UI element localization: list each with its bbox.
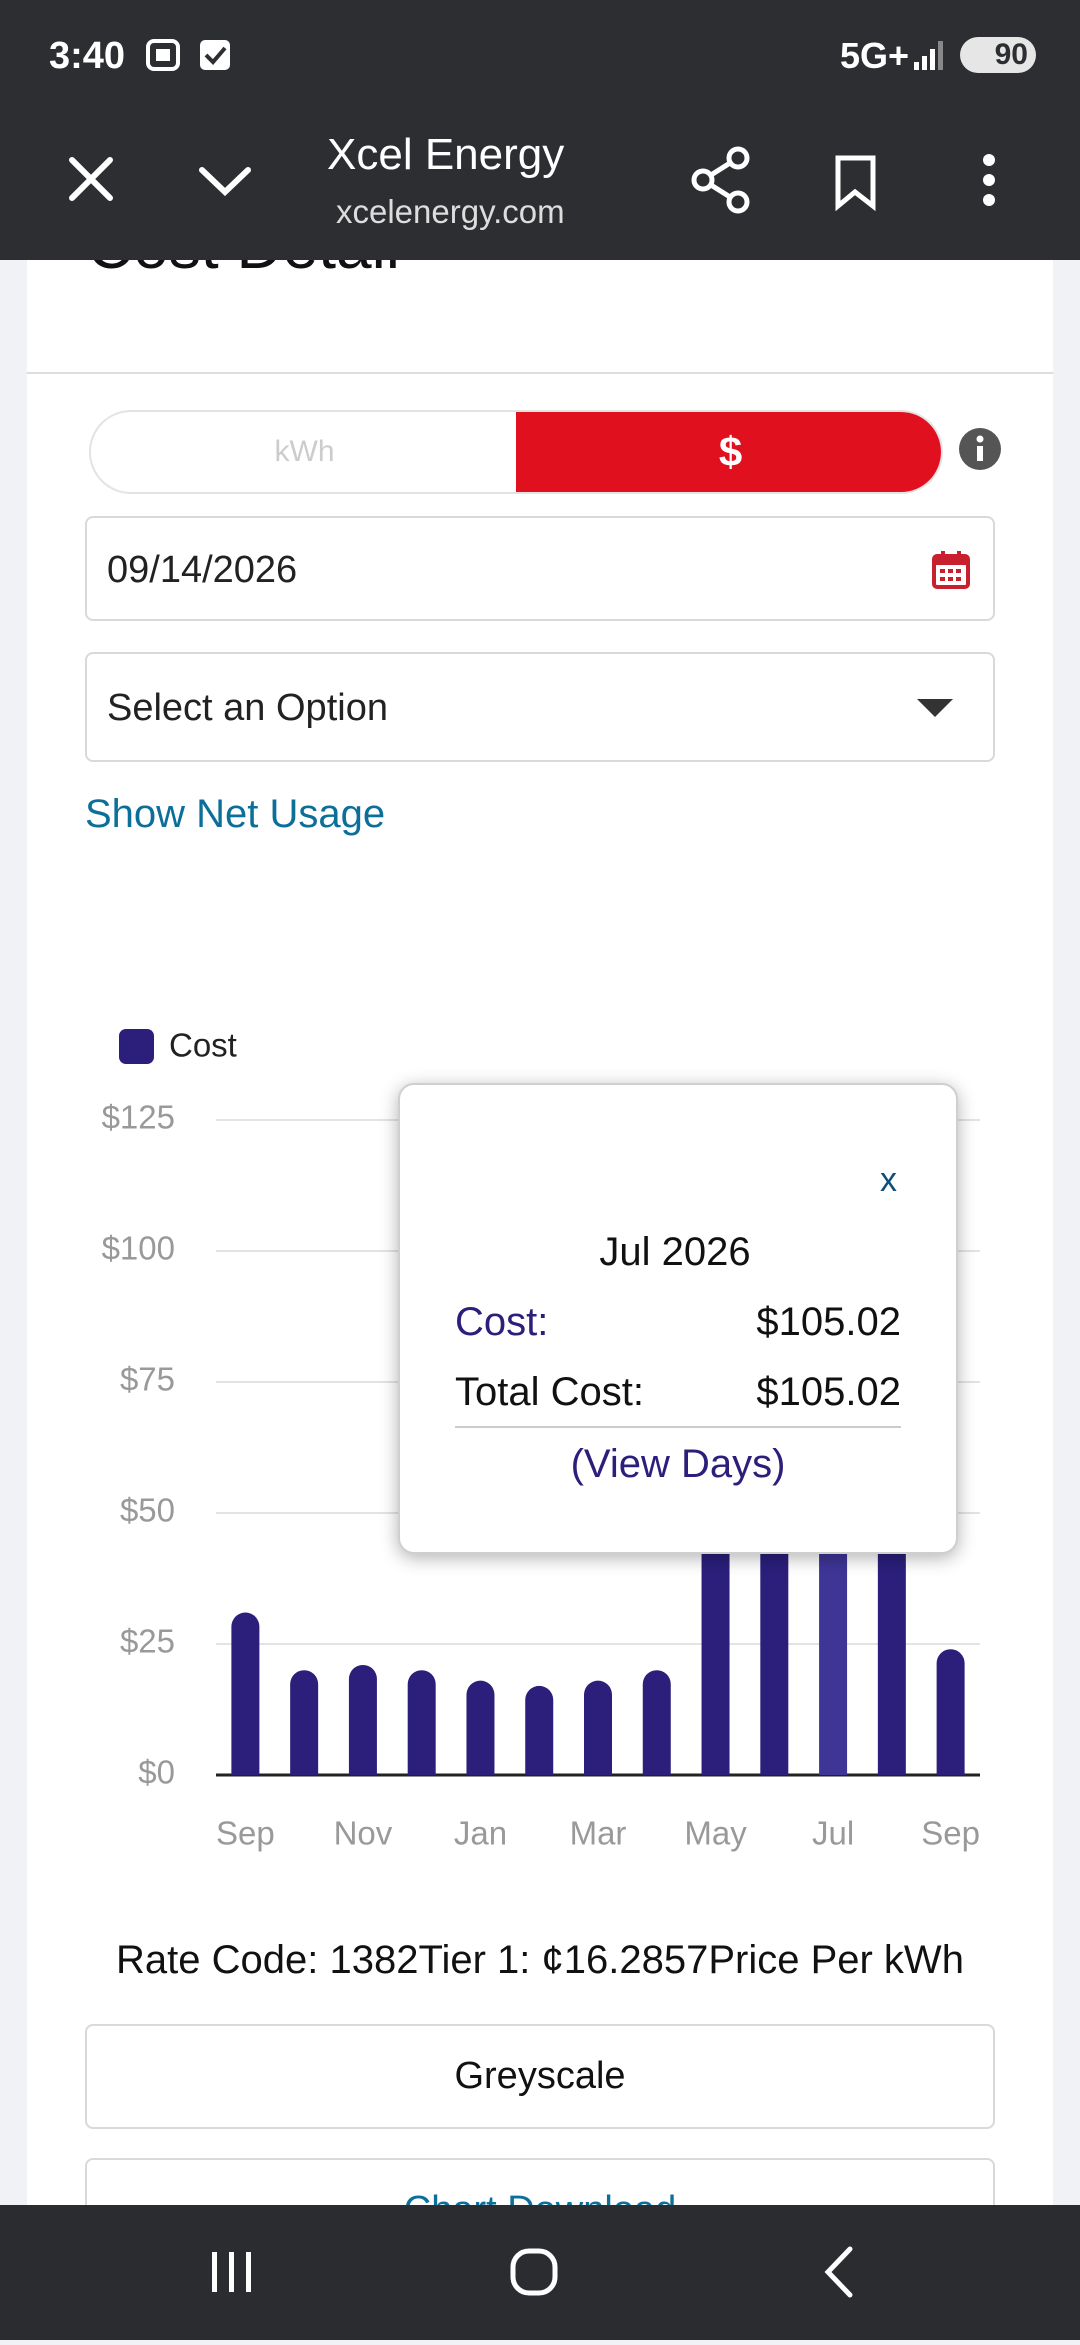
signal-icon: [914, 41, 943, 70]
toggle-kwh[interactable]: kWh: [274, 435, 335, 468]
browser-title: Xcel Energy: [327, 130, 565, 179]
bar: [231, 1612, 260, 1775]
y-tick-label: $75: [120, 1361, 175, 1398]
toggle-dollar[interactable]: $: [516, 412, 941, 492]
time: 3:40: [49, 35, 126, 77]
bar: [407, 1670, 436, 1775]
x-tick-label: Sep: [921, 1815, 980, 1852]
bar: [525, 1685, 554, 1775]
network: 5G+: [840, 35, 910, 76]
rate-unit: Price Per kWh: [708, 1938, 964, 1982]
x-tick-label: Jan: [454, 1815, 507, 1852]
y-tick-label: $0: [138, 1754, 175, 1791]
x-tick-label: Nov: [334, 1815, 393, 1852]
y-tick-label: $50: [120, 1492, 175, 1529]
tooltip-label: Cost:: [455, 1300, 549, 1344]
greyscale-button[interactable]: Greyscale: [85, 2024, 995, 2129]
nav-bar: [0, 2205, 1080, 2340]
tooltip-value: $105.02: [756, 1300, 901, 1344]
y-tick-label: $25: [120, 1623, 175, 1660]
x-tick-label: May: [684, 1815, 747, 1852]
tooltip-title: Jul 2026: [599, 1230, 751, 1274]
calendar-icon: [932, 551, 970, 589]
bar: [290, 1670, 319, 1775]
bookmark-icon[interactable]: [835, 155, 876, 212]
legend-label: Cost: [169, 1027, 237, 1064]
browser-url: xcelenergy.com: [336, 193, 565, 230]
legend-swatch: [119, 1029, 154, 1064]
top-bar: 3:40 5G+ 90 Xcel Energy xcelenergy.com: [0, 0, 1080, 260]
info-icon[interactable]: [958, 427, 1002, 471]
date-text: 09/14/2026: [107, 549, 298, 591]
close-icon[interactable]: [69, 157, 113, 201]
home-icon[interactable]: [510, 2248, 558, 2296]
date-field[interactable]: 09/14/2026: [85, 516, 995, 621]
select-field[interactable]: Select an Option: [85, 652, 995, 762]
y-tick-label: $125: [102, 1099, 175, 1136]
status-icons: [146, 39, 230, 71]
dropdown-arrow: [917, 699, 953, 717]
divider: [27, 372, 1053, 374]
tooltip-value: $105.02: [756, 1370, 901, 1414]
rate-info: Rate Code: 1382 Tier 1: ¢16.2857 Price P…: [0, 1938, 1080, 1983]
browser-icons: [69, 146, 995, 214]
bar: [466, 1680, 495, 1775]
back-icon[interactable]: [824, 2246, 853, 2298]
bar: [936, 1649, 965, 1775]
share-icon[interactable]: [691, 146, 750, 214]
bar: [348, 1664, 377, 1775]
bar: [642, 1670, 671, 1775]
x-tick-label: Jul: [812, 1815, 854, 1852]
net-usage-link[interactable]: Show Net Usage: [85, 792, 386, 836]
menu-icon[interactable]: [983, 154, 995, 206]
unit-toggle: kWh $: [89, 410, 943, 494]
rate-code: Rate Code: 1382: [116, 1938, 419, 1982]
y-tick-label: $100: [102, 1230, 175, 1267]
tooltip: x Jul 2026 Cost: $105.02 Total Cost: $10…: [398, 1083, 958, 1554]
tooltip-divider: [455, 1426, 901, 1428]
nav-icons: [212, 2246, 853, 2298]
tooltip-label: Total Cost:: [455, 1370, 644, 1414]
x-tick-label: Sep: [216, 1815, 275, 1852]
x-tick-label: Mar: [570, 1815, 627, 1852]
select-text: Select an Option: [107, 687, 388, 729]
tooltip-close[interactable]: x: [880, 1161, 897, 1199]
collapse-icon[interactable]: [199, 167, 251, 197]
bar: [584, 1680, 612, 1775]
battery: 90: [960, 37, 1036, 73]
view-days-link[interactable]: (View Days): [570, 1442, 786, 1486]
recents-icon[interactable]: [212, 2252, 251, 2292]
rate-tier: Tier 1: ¢16.2857: [418, 1938, 709, 1982]
